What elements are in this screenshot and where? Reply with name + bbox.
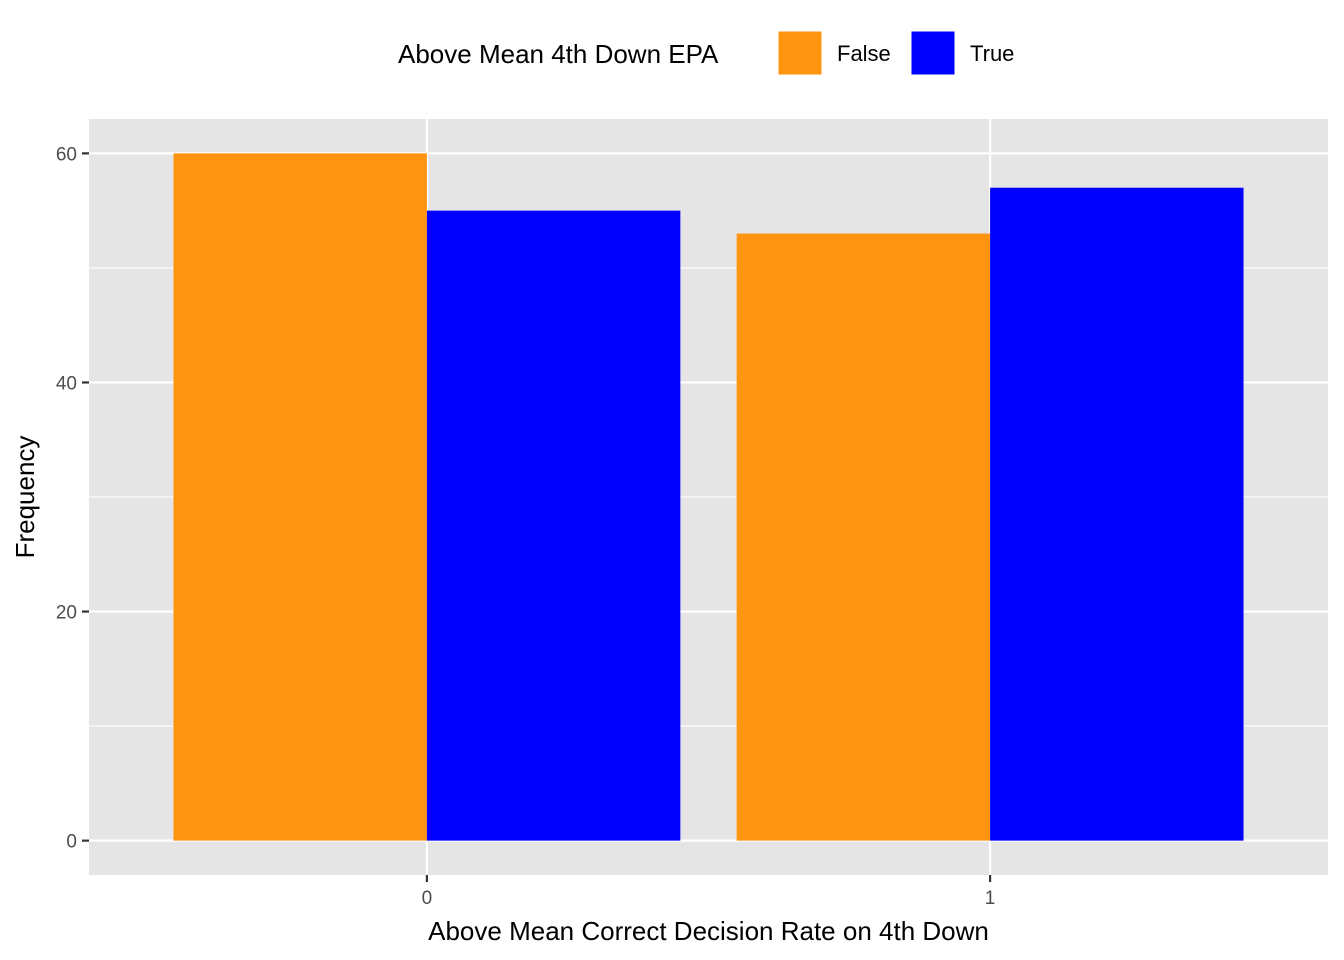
bar-false-1 [736,233,991,841]
legend-label-true: True [970,41,1014,66]
x-tick-label: 1 [985,888,996,909]
y-tick-label: 0 [66,832,77,853]
legend-swatch-true [910,30,956,76]
legend-title: Above Mean 4th Down EPA [398,39,719,69]
y-tick-label: 20 [56,603,77,624]
x-axis-label: Above Mean Correct Decision Rate on 4th … [428,916,989,946]
y-tick-label: 60 [56,144,77,165]
legend: Above Mean 4th Down EPA False True [398,30,1014,76]
bar-false-0 [173,153,427,841]
bar-true-1 [990,187,1244,841]
bars [173,153,1244,841]
x-tick-label: 0 [422,888,433,909]
y-axis-label: Frequency [10,436,40,559]
y-axis: 0 20 40 60 [56,144,89,853]
y-tick-label: 40 [56,373,77,394]
legend-swatch-false [777,30,823,76]
bar-true-0 [426,210,681,841]
legend-label-false: False [837,41,891,66]
